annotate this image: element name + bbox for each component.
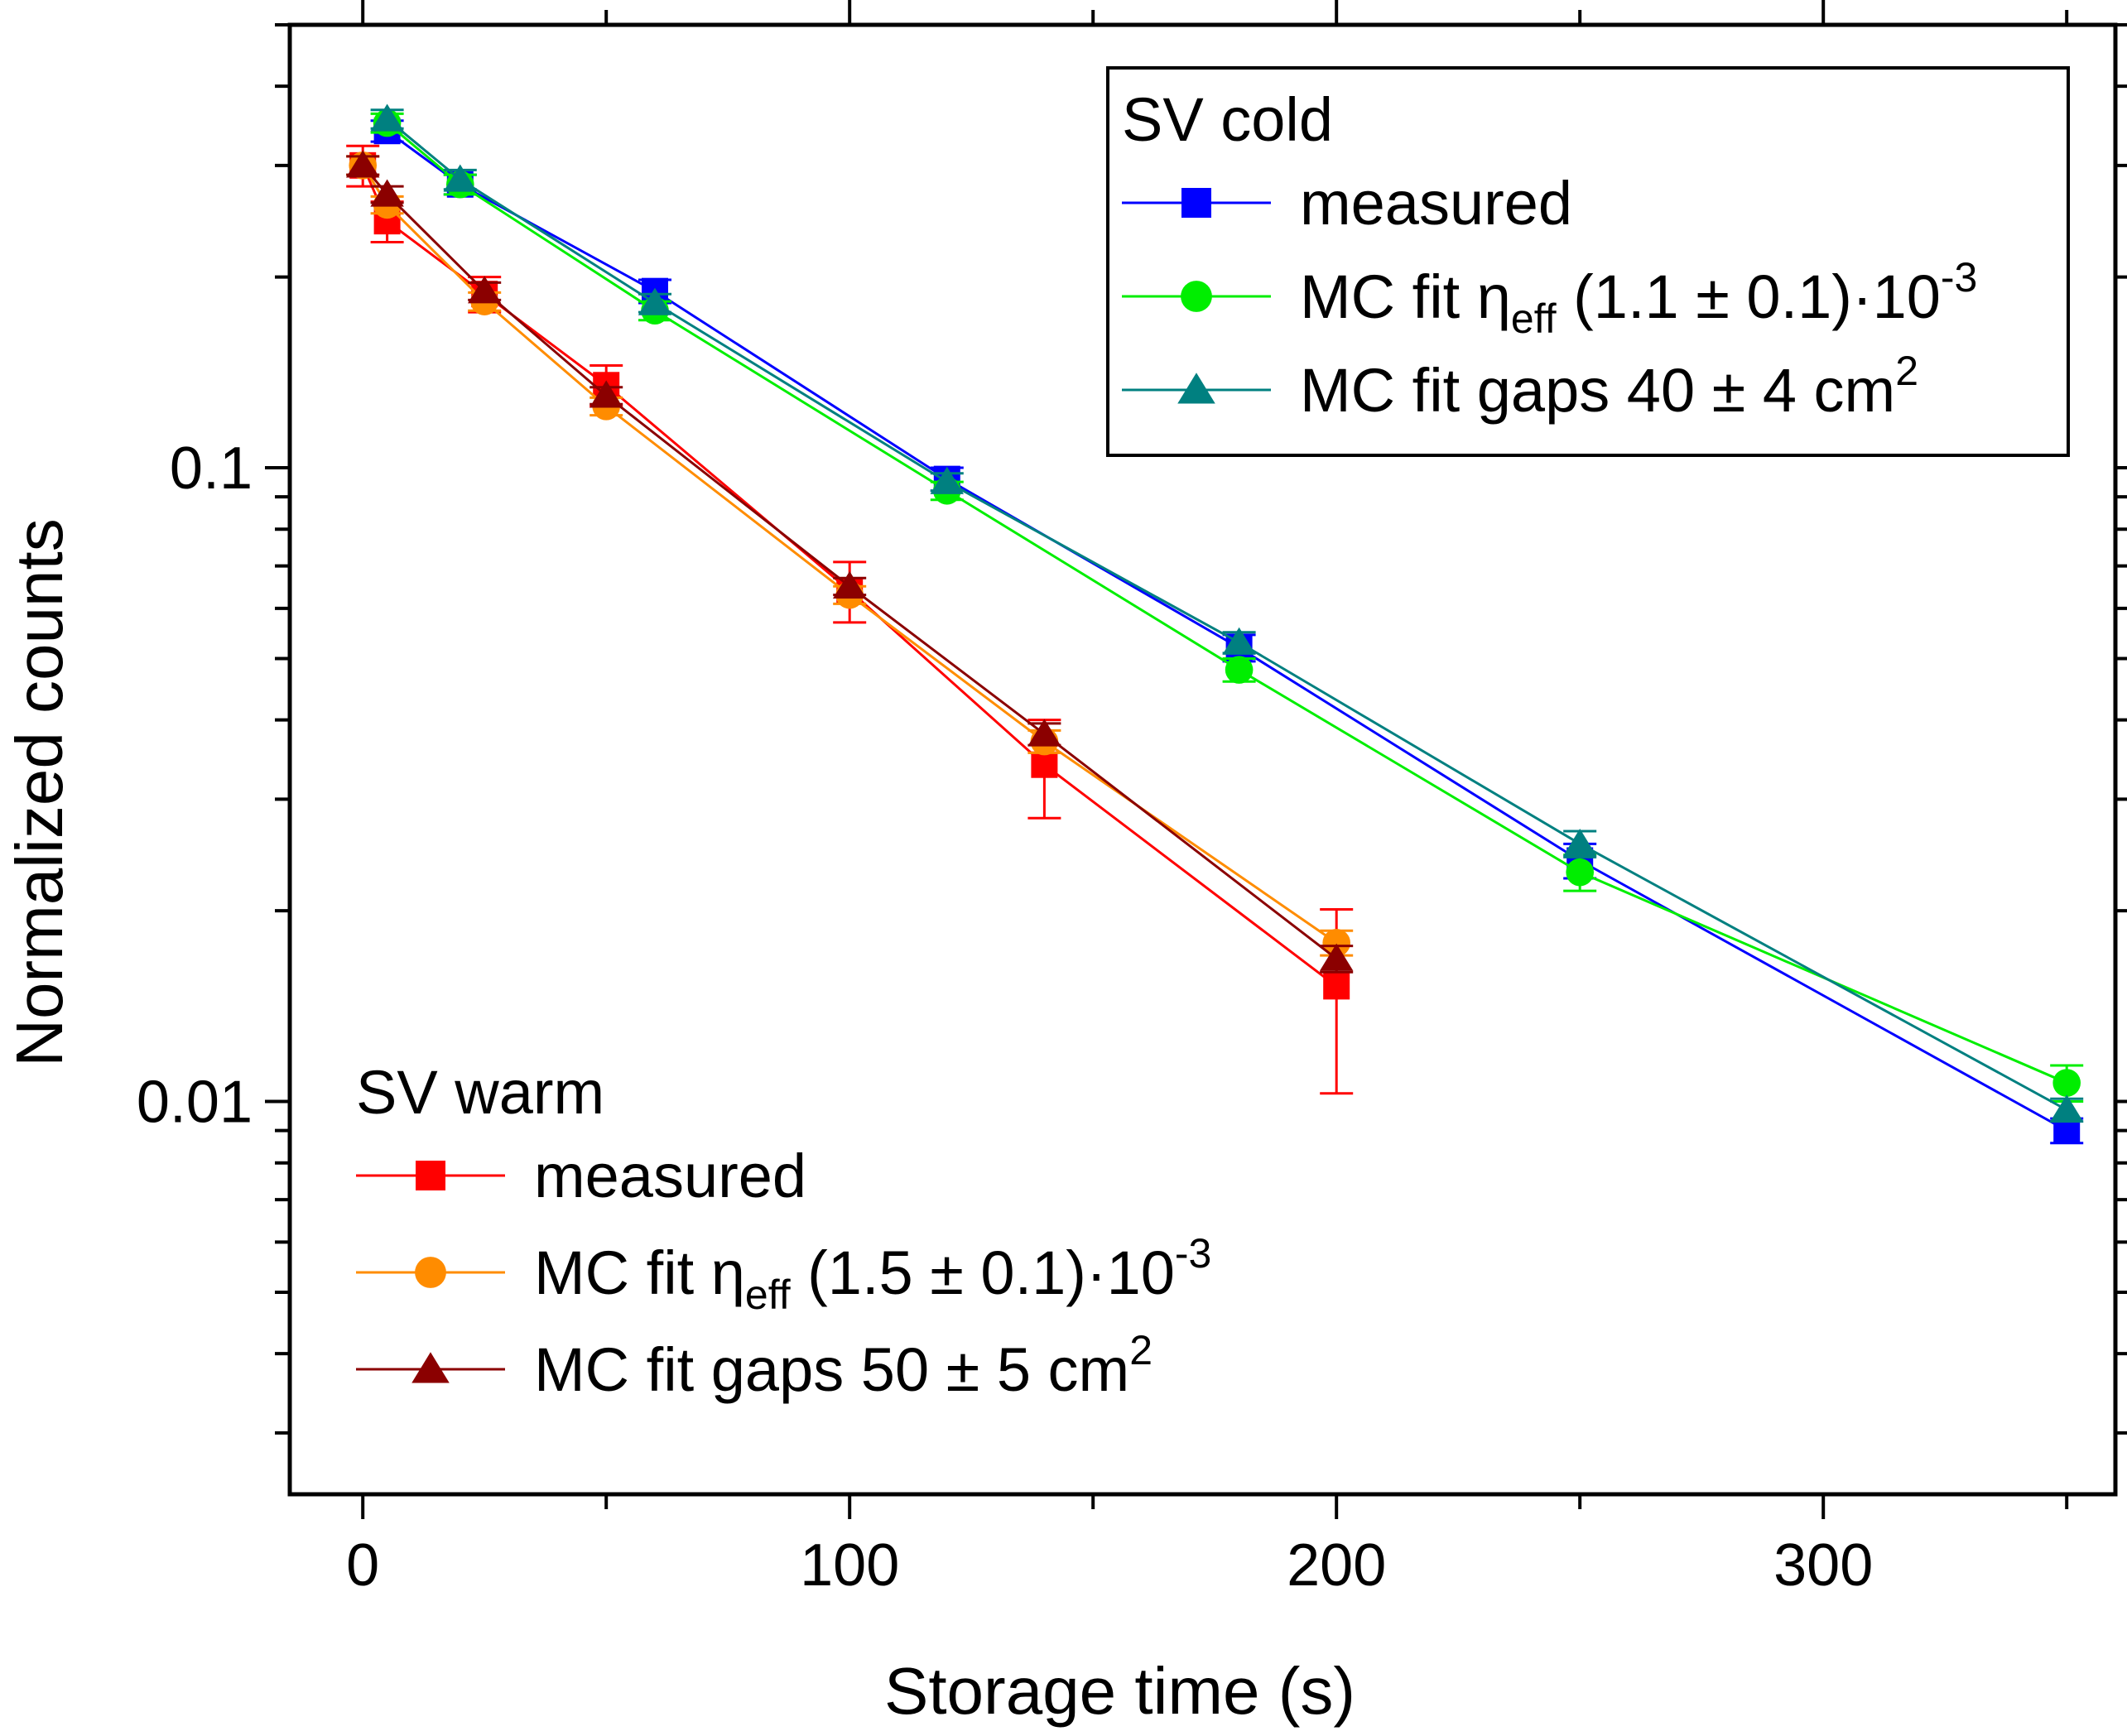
y-tick-label: 0.1 xyxy=(170,435,253,502)
data-point xyxy=(638,287,672,315)
x-axis-title: Storage time (s) xyxy=(884,1654,1355,1728)
y-tick-label: 0.01 xyxy=(137,1070,253,1136)
data-point xyxy=(467,276,502,304)
legend-label: MC fit ηeff (1.1 ± 0.1)·10-3 xyxy=(1300,254,1977,342)
data-point xyxy=(832,570,867,599)
legend-marker xyxy=(1181,281,1212,312)
legend-layer: SV cold measured MC fit ηeff (1.1 ± 0.1)·1… xyxy=(356,66,2070,1404)
legend-marker xyxy=(416,1161,445,1190)
legend-marker xyxy=(1177,373,1215,404)
legend-marker xyxy=(415,1257,446,1288)
legend-label: MC fit gaps 40 ± 4 cm2 xyxy=(1300,348,1918,425)
data-point xyxy=(1562,828,1597,857)
data-point xyxy=(1222,627,1256,655)
plot-frame xyxy=(287,22,2118,1497)
series-2 xyxy=(370,103,2084,1123)
data-point xyxy=(1566,858,1594,887)
data-point xyxy=(1225,656,1254,684)
legend-label: MC fit ηeff (1.5 ± 0.1)·10-3 xyxy=(534,1230,1211,1318)
data-point xyxy=(1323,973,1350,1000)
legend-label: measured xyxy=(534,1142,806,1210)
data-point xyxy=(1319,943,1354,971)
data-point xyxy=(370,179,404,207)
legend-title: SV warm xyxy=(356,1058,604,1127)
series-layer xyxy=(345,103,2084,1145)
legend-warm: SV warm measured MC fit ηeff (1.5 ± 0.1)·1… xyxy=(356,1058,1211,1404)
data-point xyxy=(443,164,478,192)
y-axis-title: Normalized counts xyxy=(2,518,76,1067)
legend-label: MC fit gaps 50 ± 5 cm2 xyxy=(534,1327,1153,1404)
data-point xyxy=(370,103,404,132)
legend-title: SV cold xyxy=(1122,85,1333,154)
data-point xyxy=(589,380,623,408)
legend-label: measured xyxy=(1300,169,1572,238)
data-point xyxy=(2049,1094,2084,1123)
data-point xyxy=(1322,929,1350,957)
x-tick-label: 0 xyxy=(346,1532,379,1599)
data-point xyxy=(345,150,380,178)
legend-marker xyxy=(411,1352,450,1383)
x-tick-label: 100 xyxy=(800,1532,899,1599)
data-point xyxy=(930,466,965,494)
legend-marker xyxy=(1181,188,1211,218)
legend-cold: SV cold measured MC fit ηeff (1.1 ± 0.1)·1… xyxy=(1106,66,2070,457)
x-tick-label: 200 xyxy=(1287,1532,1386,1599)
x-tick-label: 300 xyxy=(1773,1532,1873,1599)
data-point xyxy=(2052,1069,2081,1097)
series-5 xyxy=(345,150,1354,974)
data-point xyxy=(1027,719,1061,747)
data-point xyxy=(1031,751,1058,778)
